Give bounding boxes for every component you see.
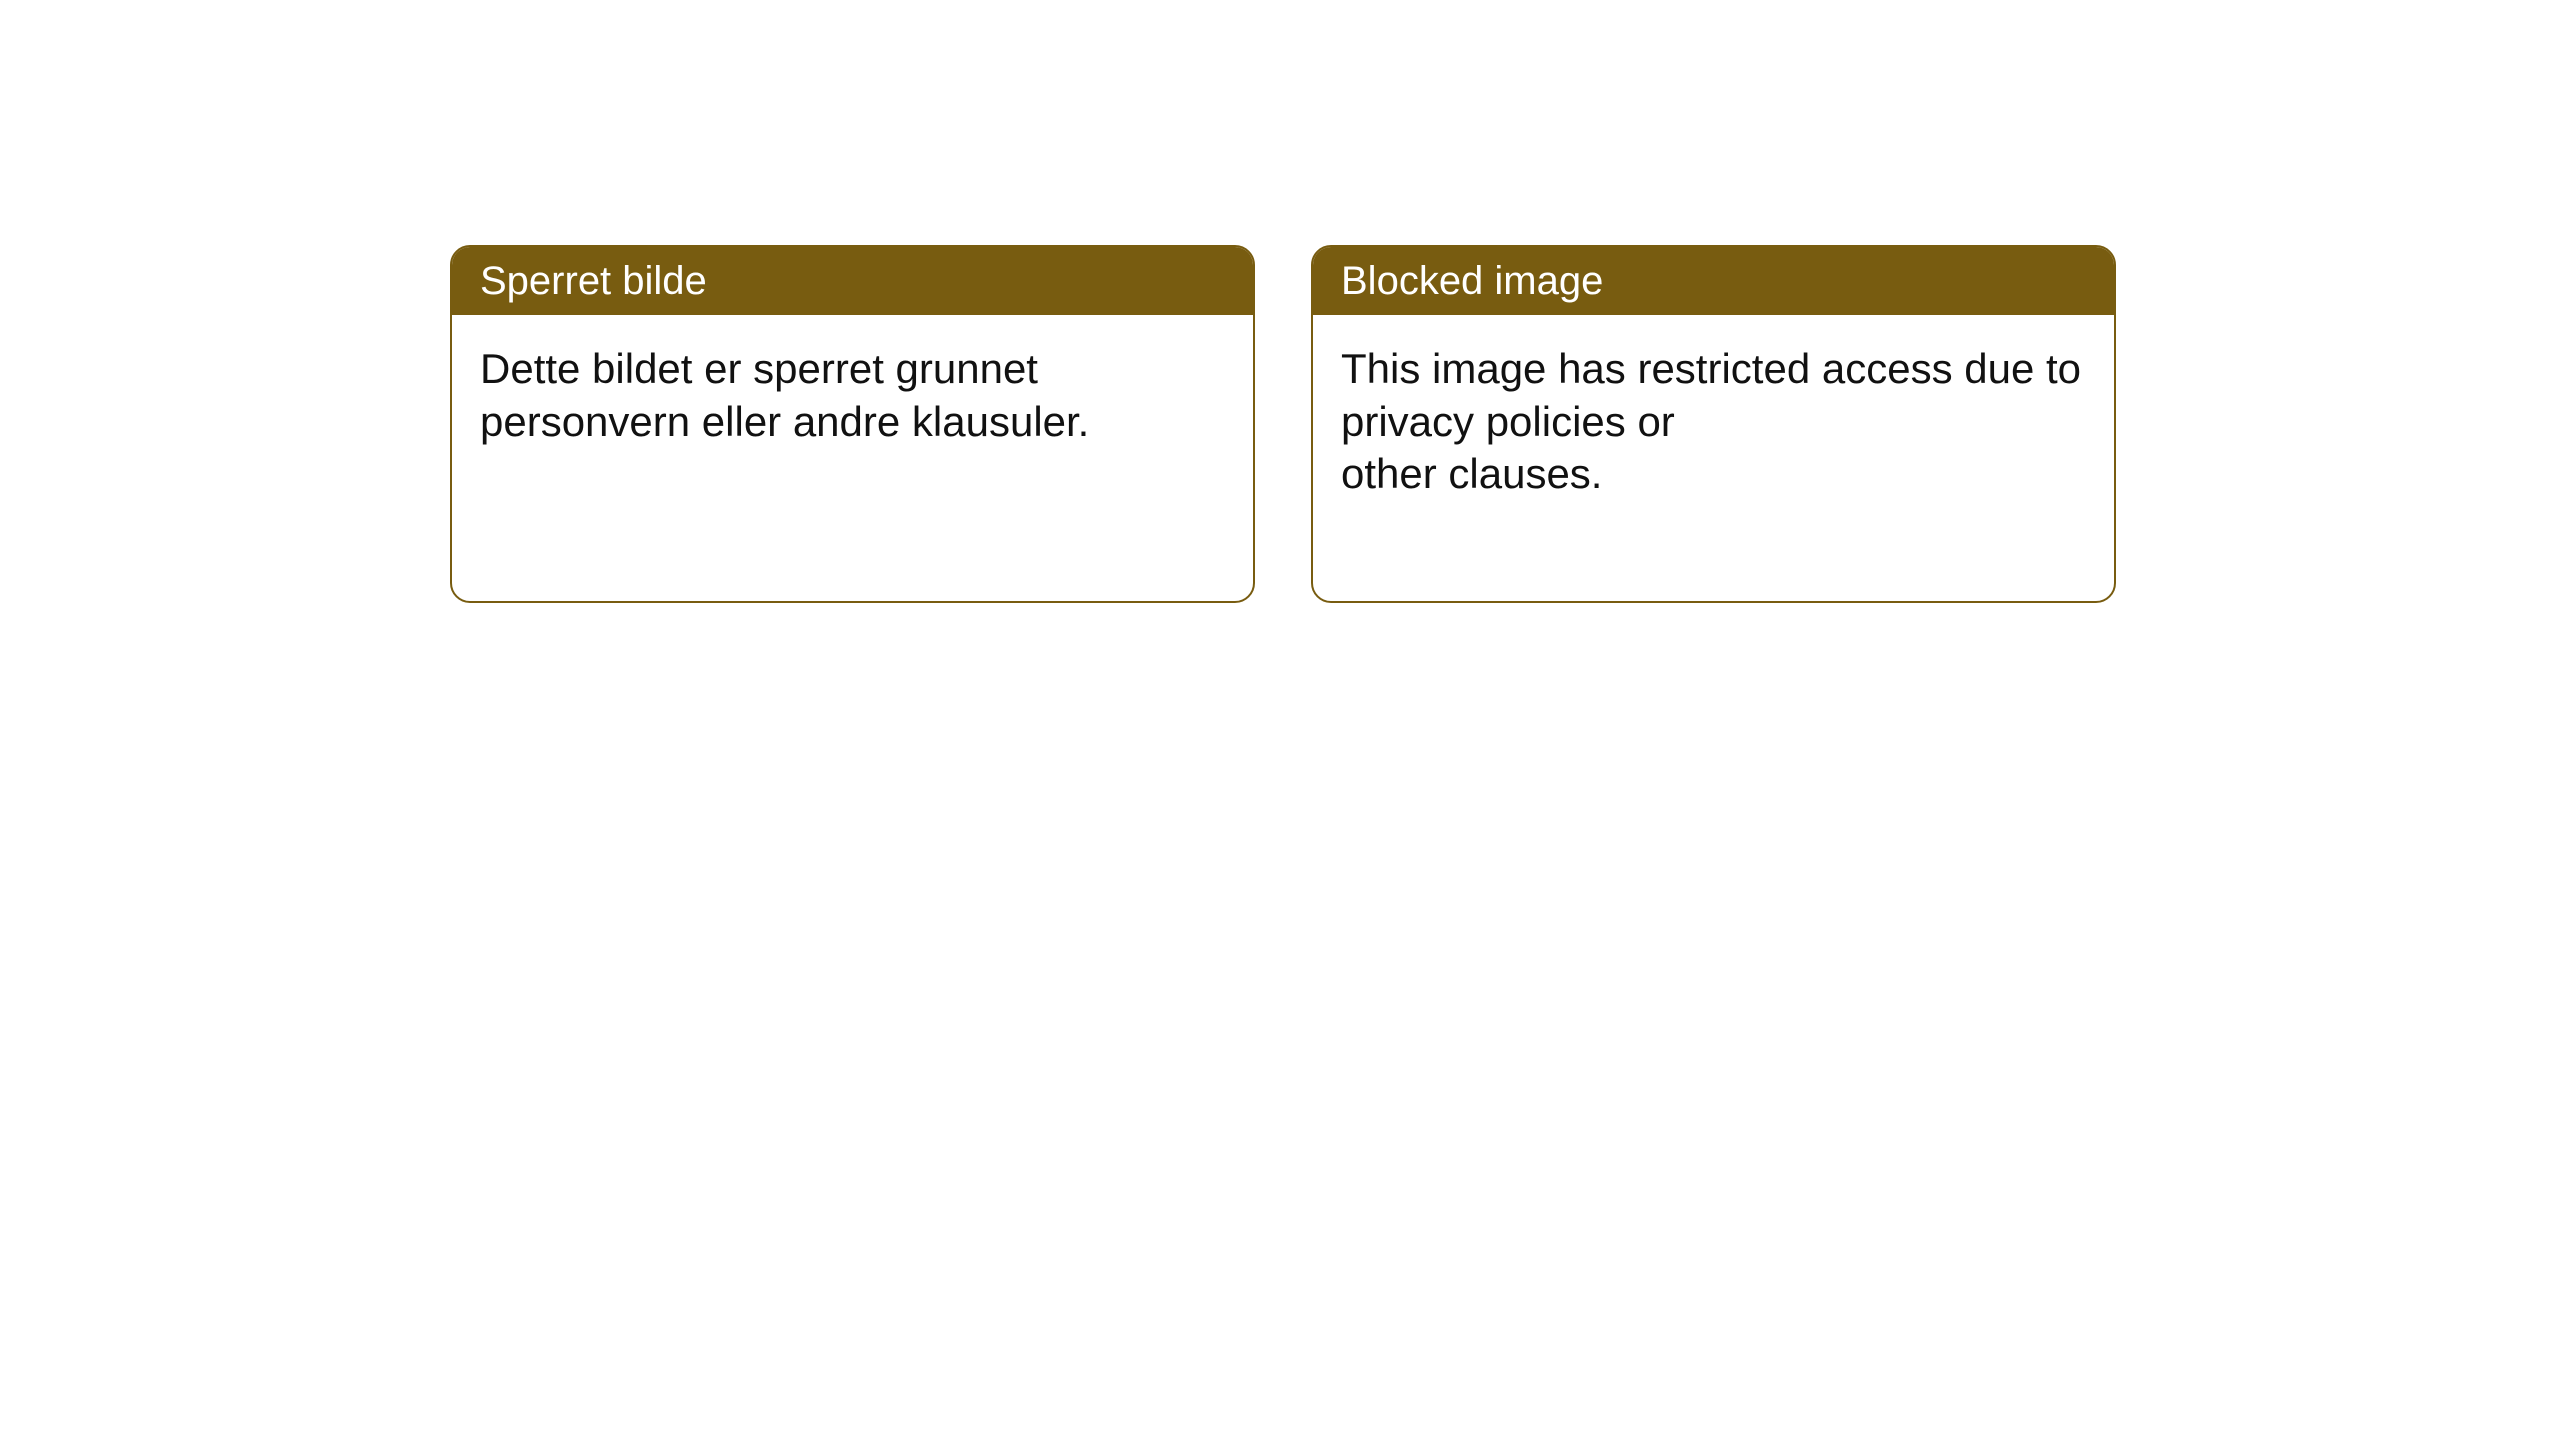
card-body: Dette bildet er sperret grunnet personve… [452, 315, 1253, 548]
card-body: This image has restricted access due to … [1313, 315, 2114, 601]
card-english: Blocked image This image has restricted … [1311, 245, 2116, 603]
card-header: Sperret bilde [452, 247, 1253, 315]
card-norwegian: Sperret bilde Dette bildet er sperret gr… [450, 245, 1255, 603]
notice-container: Sperret bilde Dette bildet er sperret gr… [0, 0, 2560, 603]
card-header: Blocked image [1313, 247, 2114, 315]
